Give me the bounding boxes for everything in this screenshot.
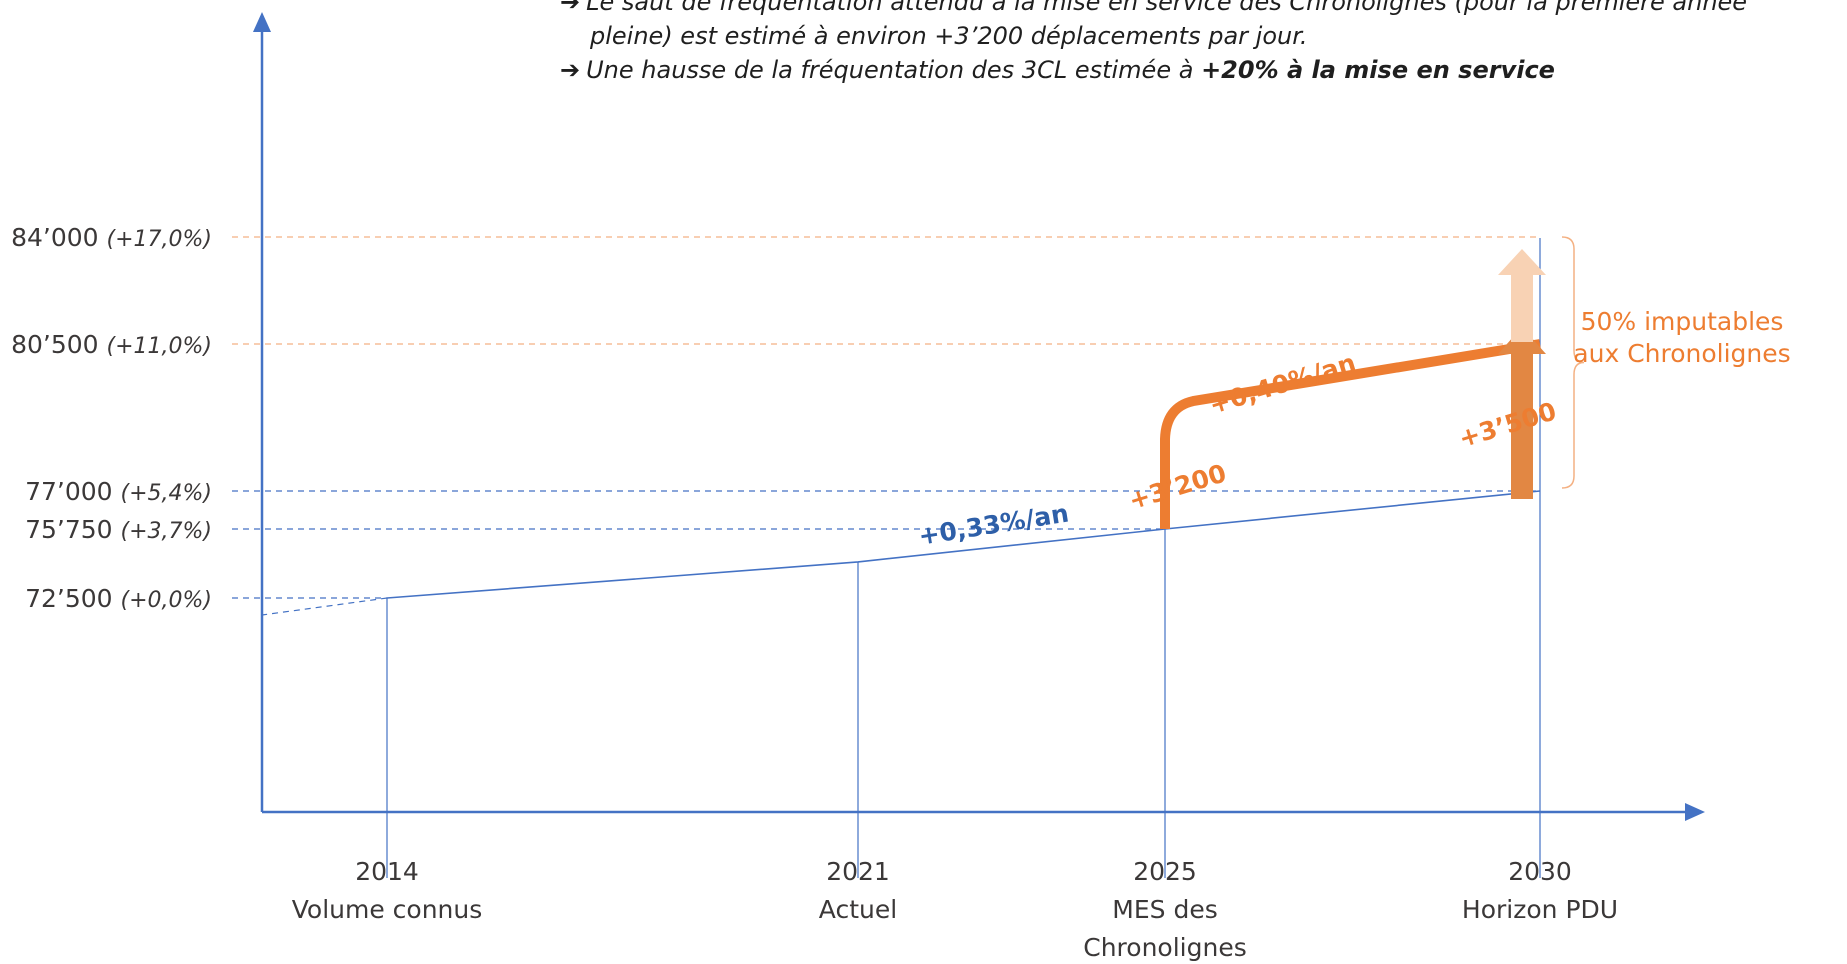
jump-2030-label: +3’500 [1455, 396, 1559, 453]
y-tick-percent: (+11,0%) [107, 334, 213, 359]
growth-arrow-icon [1498, 327, 1546, 499]
brace-label-line: aux Chronolignes [1573, 339, 1790, 368]
note-text: pleine) est estimé à environ +3’200 dépl… [590, 22, 1308, 50]
note-line: pleine) est estimé à environ +3’200 dépl… [590, 22, 1308, 50]
brace-label-line: 50% imputables [1581, 307, 1784, 336]
y-tick-value: 84’000 [11, 223, 106, 252]
y-tick-label: 80’500 (+11,0%) [11, 330, 212, 359]
potential-arrow-icon [1498, 249, 1546, 342]
orange-rate-label: +0,40%/an [1206, 348, 1359, 420]
series-line-blue [386, 490, 1541, 599]
y-tick-value: 77’000 [25, 477, 120, 506]
y-tick-label: 75’750 (+3,7%) [25, 515, 212, 544]
x-tick-label: Horizon PDU [1462, 895, 1618, 924]
y-axis-arrow-icon [253, 12, 271, 32]
arrow-icon: ➔ [560, 0, 581, 16]
y-tick-value: 80’500 [11, 330, 106, 359]
y-tick-percent: (+0,0%) [121, 588, 213, 613]
arrow-icon: ➔ [560, 56, 581, 84]
brace [1561, 236, 1585, 489]
y-tick-percent: (+5,4%) [121, 481, 213, 506]
jump-2025-label: +3’200 [1125, 458, 1229, 515]
y-tick-percent: (+3,7%) [121, 519, 213, 544]
y-tick-label: 84’000 (+17,0%) [11, 223, 212, 252]
x-tick-label: Actuel [819, 895, 897, 924]
note-text: Une hausse de la fréquentation des 3CL e… [586, 56, 1202, 84]
y-tick-percent: (+17,0%) [107, 227, 213, 252]
extrapolation-line [261, 597, 388, 616]
series-line-orange [1160, 339, 1541, 529]
y-tick-label: 72’500 (+0,0%) [25, 584, 212, 613]
note-text: Le saut de fréquentation attendu à la mi… [586, 0, 1748, 16]
y-tick-value: 75’750 [25, 515, 120, 544]
y-tick-value: 72’500 [25, 584, 120, 613]
x-tick-label: 2030 [1508, 857, 1572, 886]
x-tick-label: 2021 [826, 857, 890, 886]
note-emphasis: +20% à la mise en service [1201, 56, 1555, 84]
x-axis-arrow-icon [1685, 803, 1705, 821]
x-tick-label: Chronolignes [1083, 933, 1246, 962]
note-line: ➔ Une hausse de la fréquentation des 3CL … [560, 56, 1555, 84]
x-tick-label: 2025 [1133, 857, 1197, 886]
blue-rate-label: +0,33%/an [917, 498, 1071, 550]
y-tick-label: 77’000 (+5,4%) [25, 477, 212, 506]
x-tick-label: 2014 [355, 857, 419, 886]
x-tick-label: Volume connus [292, 895, 483, 924]
x-tick-label: MES des [1112, 895, 1217, 924]
note-line: ➔ Le saut de fréquentation attendu à la m… [560, 0, 1747, 16]
